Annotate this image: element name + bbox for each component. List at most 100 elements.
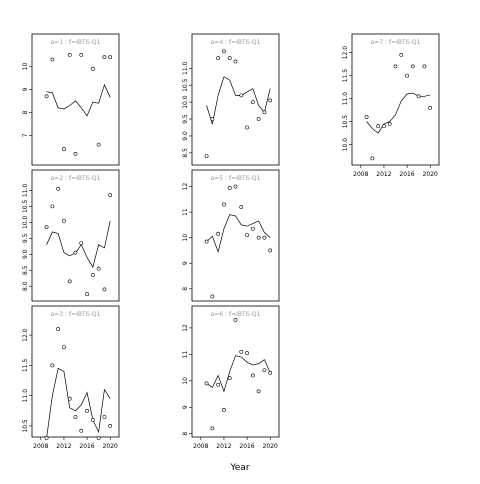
observation-point: [245, 351, 249, 355]
observation-point: [90, 273, 95, 277]
observation-point: [204, 381, 209, 386]
observation-point: [102, 287, 107, 292]
observation-point: [79, 53, 84, 57]
observation-point: [96, 142, 101, 147]
observation-point: [227, 185, 232, 190]
observation-point: [268, 370, 273, 375]
observation-point: [204, 154, 209, 159]
y-tick-label: 11.5: [342, 69, 349, 83]
observation-point: [245, 125, 249, 130]
observation-point: [233, 59, 238, 64]
observation-point: [67, 279, 72, 284]
observation-point: [422, 64, 427, 69]
y-tick-label: 10: [182, 234, 189, 242]
panel-frame: [191, 33, 280, 166]
observation-point: [56, 186, 61, 191]
observation-point: [239, 349, 244, 354]
observation-point: [102, 414, 107, 419]
observation-point: [227, 376, 232, 381]
panel-frame: [191, 305, 280, 438]
y-tick-label: 10.0: [182, 95, 189, 109]
y-tick-label: 9: [182, 261, 189, 265]
panel-strip-label: a=2 : f=IBTS-Q1: [51, 175, 101, 182]
panel: a=1 : f=IBTS-Q1 7 8 9 10: [22, 33, 120, 166]
y-tick-label: 9.0: [22, 249, 29, 259]
observation-point: [250, 373, 255, 378]
y-tick-label: 10.0: [22, 215, 29, 229]
observation-point: [108, 193, 113, 198]
observation-point: [399, 53, 404, 57]
observation-point: [210, 426, 215, 431]
observation-point: [262, 368, 267, 373]
panel-frame: [31, 33, 120, 166]
x-tick-label: 2008: [353, 171, 368, 178]
y-tick-label: 8.5: [22, 265, 29, 275]
x-tick-label: 2008: [193, 443, 208, 450]
panel: a=5 : f=IBTS-Q1 8 9 10 11 12: [182, 169, 280, 302]
x-tick-label: 2020: [263, 443, 278, 450]
y-tick-label: 8.0: [22, 281, 29, 291]
observation-point: [216, 382, 221, 387]
observation-point: [262, 235, 267, 240]
y-tick-label: 12: [182, 324, 189, 332]
y-tick-label: 9.0: [182, 131, 189, 141]
panel: a=7 : f=IBTS-Q1 10.0 10.5 11.0 11.5 12.0 2008 2…: [342, 33, 440, 178]
x-tick-label: 2012: [376, 171, 391, 178]
panel-frame: [31, 169, 120, 302]
observation-point: [44, 94, 49, 99]
observation-point: [204, 239, 209, 244]
observation-point: [268, 248, 273, 253]
x-tick-label: 2020: [423, 171, 438, 178]
y-tick-label: 11.0: [22, 389, 29, 403]
y-tick-label: 8: [182, 287, 189, 291]
y-tick-label: 7: [22, 133, 29, 137]
observation-point: [268, 98, 273, 103]
observation-point: [250, 226, 255, 231]
observation-point: [56, 327, 61, 331]
observation-point: [50, 363, 55, 368]
observation-point: [239, 205, 244, 209]
observation-point: [96, 436, 101, 440]
observation-point: [210, 294, 215, 299]
y-tick-label: 12.0: [342, 46, 349, 60]
fitted-line: [206, 355, 271, 393]
y-tick-label: 11.5: [22, 359, 29, 373]
observation-point: [62, 345, 66, 350]
fitted-line: [206, 76, 271, 125]
fitted-line: [366, 92, 431, 134]
panel-strip-label: a=5 : f=IBTS-Q1: [211, 175, 261, 182]
y-tick-label: 10.0: [342, 138, 349, 152]
observation-point: [108, 424, 113, 428]
panel-strip-label: a=3 : f=IBTS-Q1: [51, 311, 101, 318]
observation-point: [222, 202, 226, 207]
observation-point: [376, 124, 381, 129]
observation-point: [416, 94, 421, 99]
observation-point: [216, 231, 221, 236]
observation-point: [382, 124, 386, 129]
observation-point: [90, 66, 95, 71]
observation-point: [256, 117, 261, 121]
observation-point: [216, 56, 221, 61]
panel-strip-label: a=1 : f=IBTS-Q1: [51, 39, 101, 46]
observation-point: [85, 292, 89, 297]
observation-point: [90, 417, 95, 422]
y-tick-label: 10.5: [342, 115, 349, 129]
x-tick-label: 2012: [216, 443, 231, 450]
panel-strip-label: a=6 : f=IBTS-Q1: [211, 311, 261, 318]
observation-point: [233, 318, 238, 322]
observation-point: [73, 151, 78, 156]
y-tick-label: 12.0: [22, 328, 29, 342]
panel-frame: [351, 33, 440, 166]
x-tick-label: 2008: [33, 443, 48, 450]
y-tick-label: 8.5: [182, 148, 189, 158]
observation-point: [393, 64, 398, 69]
panel: a=4 : f=IBTS-Q1 8.5 9.0 9.5 10.0 10.5 11.0: [182, 33, 280, 166]
observation-point: [428, 105, 433, 110]
fitted-line: [46, 83, 111, 117]
observation-point: [102, 55, 107, 60]
y-tick-label: 9: [22, 87, 29, 91]
panel: a=3 : f=IBTS-Q1 10.5 11.0 11.5 12.0 2008 2012 2…: [22, 305, 120, 450]
y-tick-label: 10.5: [182, 78, 189, 92]
observation-point: [222, 407, 226, 412]
observation-point: [227, 56, 232, 61]
